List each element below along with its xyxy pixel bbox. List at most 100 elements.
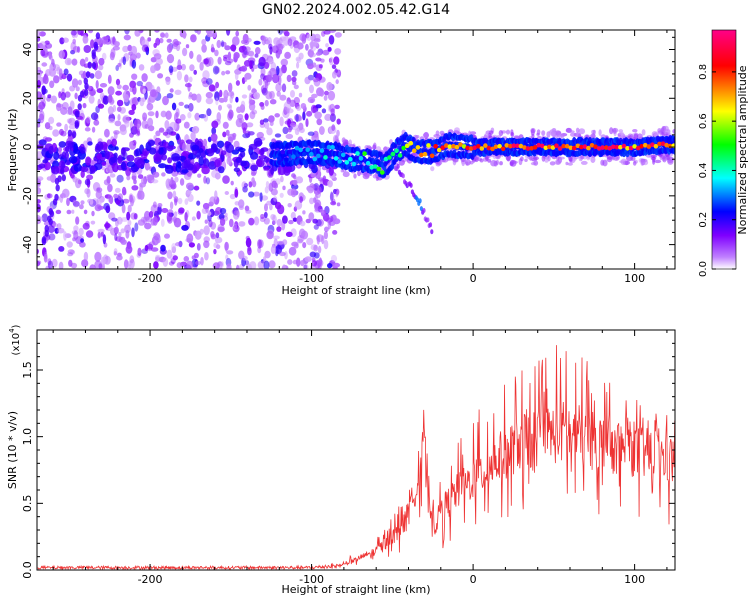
noise-cell [120,239,127,245]
snr-panel: -200 -100 0 100 0.0 0.5 1.0 1.5 Height of strai… [6,324,676,596]
noise-cell [39,31,46,37]
signal-core-cell [291,154,296,159]
noise-cell [214,49,219,57]
signal-core-cell [522,145,527,150]
noise-cell [115,65,119,71]
noise-cell [230,91,235,99]
signal-core-cell [557,146,563,151]
noise-cell [37,178,42,188]
noise-cell [211,127,217,135]
noise-cell [71,58,78,66]
noise-cell [195,93,202,103]
noise-cell [215,97,219,106]
noise-cell [299,127,305,134]
noise-cell [236,106,242,114]
noise-cell [72,237,76,242]
noise-cell [327,90,336,101]
noise-band-cell [181,161,189,169]
noise-cell [240,65,248,72]
noise-cell [67,59,71,65]
halo-cell [549,128,556,136]
secondary-track-cell [396,163,400,169]
noise-cell [90,220,96,225]
noise-cell [156,86,161,94]
noise-cell [269,67,277,77]
noise-cell [332,71,337,79]
noise-cell [43,75,49,85]
noise-cell [235,30,239,37]
noise-cell [266,54,272,59]
streak-cell [55,184,60,192]
noise-cell [133,179,137,185]
noise-cell [123,34,131,41]
noise-cell [144,161,150,171]
halo-cell [520,156,524,162]
noise-cell [190,34,197,43]
noise-cell [169,201,174,210]
noise-cell [335,190,340,196]
noise-cell [225,129,230,136]
noise-band-cell [177,161,182,169]
noise-cell [150,204,159,214]
noise-cell [314,203,321,210]
noise-cell [164,32,169,39]
signal-core-cell [650,142,655,147]
noise-cell [47,225,55,233]
noise-cell [269,120,274,127]
noise-cell [268,115,275,123]
noise-cell [70,50,76,55]
noise-cell [182,142,187,152]
noise-cell [242,186,248,193]
signal-core-cell [422,151,428,157]
streak-cell [87,61,92,69]
noise-cell [137,247,142,257]
noise-cell [237,113,244,120]
noise-cell [289,122,297,128]
noise-cell [251,88,258,94]
noise-cell [171,243,177,252]
noise-cell [177,197,183,205]
signal-core-cell [632,144,637,149]
signal-core-cell [330,145,335,150]
signal-core-cell [383,156,389,162]
streak-cell [67,142,73,150]
noise-cell [241,94,248,99]
halo-cell [590,156,596,163]
signal-core-cell [618,144,623,150]
noise-cell [66,197,70,207]
noise-cell [102,234,107,245]
noise-cell [222,131,227,138]
halo-cell [341,137,346,144]
noise-cell [107,94,113,104]
noise-cell [91,198,99,206]
noise-cell [336,118,341,125]
halo-cell [632,129,638,133]
noise-cell [93,119,100,126]
noise-cell [291,76,297,83]
noise-cell [183,121,190,129]
noise-cell [327,104,332,112]
noise-cell [175,242,183,247]
halo-cell [641,129,646,136]
noise-cell [81,259,89,268]
noise-cell [107,194,113,203]
halo-cell [524,158,528,162]
noise-band-cell [217,140,225,148]
signal-core-cell [493,144,499,149]
noise-cell [71,209,75,214]
noise-cell [226,58,234,64]
noise-cell [254,47,261,55]
signal-core-cell [625,146,630,151]
noise-cell [263,260,270,269]
noise-cell [219,207,227,215]
signal-core-cell [646,144,652,149]
noise-cell [85,116,91,124]
streak-cell [83,89,89,96]
noise-cell [117,252,122,257]
halo-cell [559,133,565,138]
noise-cell [311,93,318,99]
x-tick-label: 0 [470,272,477,285]
secondary-track-cell [428,222,433,228]
noise-cell [174,198,178,206]
noise-band-cell [89,165,96,174]
